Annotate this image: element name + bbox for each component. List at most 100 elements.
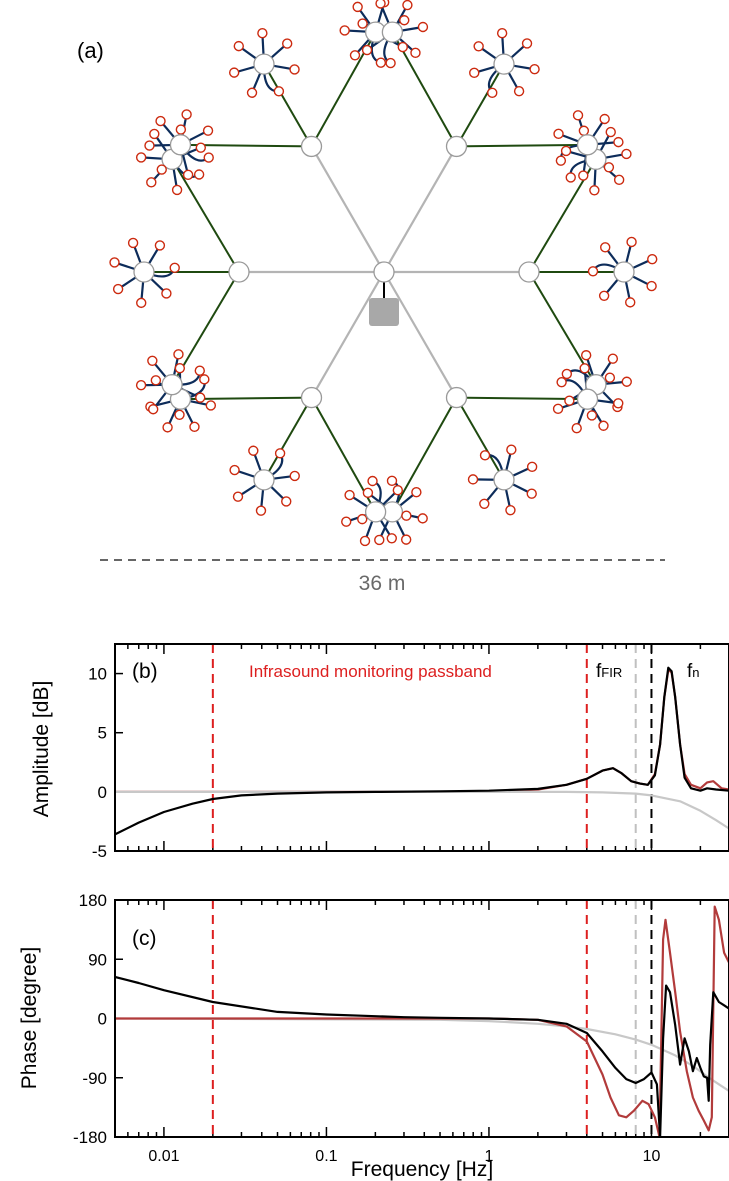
nyquist-label-sub: n [692, 665, 699, 680]
inlet-port [162, 422, 173, 433]
inlet-port [467, 474, 479, 485]
inlet-port [257, 27, 268, 39]
inlet-port [552, 403, 564, 415]
inlet-port [289, 470, 300, 482]
inlet-port [248, 445, 259, 456]
y-tick-label: 180 [79, 891, 107, 910]
inlet-port [553, 128, 564, 140]
primary-hub [518, 261, 540, 283]
x-tick-label: 1 [484, 1148, 493, 1165]
inlet-port [112, 283, 124, 295]
inlet-port [156, 164, 167, 175]
frequency-x-axis-title: Frequency [Hz] [351, 1158, 493, 1181]
main-arm [310, 145, 385, 273]
x-tick-label: 0.01 [148, 1148, 179, 1165]
inlet-port [181, 109, 192, 120]
phase-y-axis-title: Phase [degree] [18, 947, 41, 1089]
panel-a-label: (a) [77, 38, 104, 63]
inlet-port [560, 145, 572, 157]
inlet-port [604, 372, 616, 383]
inlet-port [150, 375, 162, 386]
secondary-hub [576, 388, 599, 410]
phase-plot-frame [114, 899, 729, 1138]
y-tick-label: 90 [88, 950, 107, 969]
inlet-port [136, 297, 147, 309]
inlet-port [613, 398, 624, 409]
inlet-port [357, 513, 368, 525]
inlet-port [174, 409, 185, 420]
primary-hub [228, 261, 250, 283]
secondary-hub [493, 469, 515, 491]
phase-axis-ticks: 0.01 0.1 1 10 -180 -90 0 90 180 [73, 891, 729, 1165]
inlet-port [281, 38, 293, 49]
inlet-port [469, 67, 480, 79]
inlet-port [173, 349, 184, 360]
amplitude-plot-frame [114, 643, 729, 852]
inlet-port [607, 353, 619, 364]
central-hub [373, 261, 395, 283]
inlet-port [194, 365, 205, 376]
y-tick-label: 0 [98, 1010, 107, 1029]
inlet-port [613, 136, 624, 148]
y-tick-label: -5 [92, 842, 107, 861]
inlet-port [587, 266, 599, 277]
inlet-port [199, 374, 210, 385]
main-arm [383, 271, 458, 399]
inlet-port [359, 535, 371, 547]
inlet-port [385, 57, 396, 69]
inlet-port [246, 87, 258, 98]
phase-series [115, 900, 729, 1137]
amplitude-y-axis-title: Amplitude [dB] [30, 681, 53, 818]
amplitude-response-chart: -5 0 5 10 (b) Infrasound monitoring passban… [30, 643, 729, 861]
inlet-port [473, 41, 484, 52]
inlet-port [202, 125, 214, 136]
inlet-port [417, 513, 428, 524]
inlet-port [579, 363, 590, 374]
inlet-port [505, 504, 516, 516]
response-curve [115, 790, 729, 830]
array-nodes [109, 0, 658, 547]
inlet-port [205, 400, 217, 411]
inlet-port [598, 420, 609, 431]
inlet-port [399, 15, 410, 26]
inlet-port [195, 392, 206, 403]
series-group [115, 905, 729, 1137]
inlet-port [357, 18, 368, 29]
inlet-port [605, 126, 616, 138]
y-tick-label: -180 [73, 1128, 107, 1147]
inlet-port [281, 496, 292, 507]
inlet-port [232, 491, 244, 502]
primary-hub [300, 135, 323, 158]
main-arm [383, 145, 458, 273]
inlet-port [578, 170, 589, 181]
inlet-port [400, 534, 412, 545]
inlet-port [626, 236, 637, 248]
y-tick-label: 10 [88, 665, 107, 684]
inlet-port [352, 1, 363, 13]
inlet-port [397, 41, 408, 53]
y-tick-label: 5 [98, 724, 107, 743]
inlet-port [646, 280, 657, 292]
inlet-port [274, 448, 286, 459]
secondary-hub [493, 53, 515, 75]
amplitude-series [115, 644, 729, 851]
secondary-hub [161, 374, 183, 396]
fir-label-f: f [596, 661, 602, 682]
panel-c-label: (c) [132, 927, 157, 950]
response-curve [115, 975, 729, 1137]
response-curve [115, 905, 729, 1137]
inlet-port [600, 242, 611, 253]
inlet-port [556, 376, 567, 388]
secondary-hub [253, 53, 275, 75]
passband-annotation: Infrasound monitoring passband [249, 662, 492, 681]
primary-hub [445, 135, 468, 158]
inlet-port [146, 177, 157, 188]
x-tick-label: 10 [643, 1148, 661, 1165]
inlet-port [273, 86, 285, 97]
inlet-port [229, 464, 240, 476]
inlet-port [386, 533, 397, 544]
inlet-port [647, 253, 658, 265]
inlet-port [154, 240, 166, 251]
inlet-port [339, 25, 350, 36]
secondary-hub [576, 134, 599, 156]
